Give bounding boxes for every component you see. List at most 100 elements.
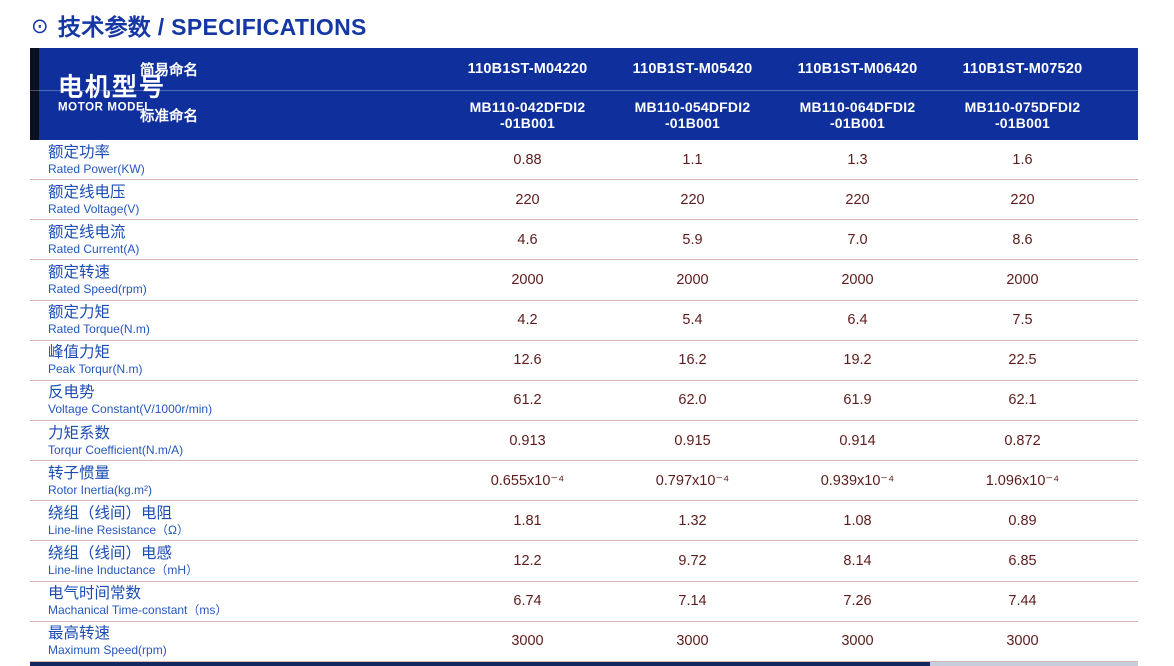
- spec-value: 3000: [841, 633, 874, 650]
- row-label-zh: 电气时间常数: [48, 585, 142, 603]
- column-header-model-1: 110B1ST-M04220: [467, 61, 588, 77]
- header-row-divider: [30, 90, 1138, 91]
- row-label-zh: 转子惯量: [48, 464, 111, 482]
- spec-value: 0.797x10⁻⁴: [655, 472, 730, 489]
- spec-value: 0.939x10⁻⁴: [820, 472, 895, 489]
- spec-value: 0.915: [674, 432, 711, 449]
- spec-value: 0.88: [513, 151, 542, 168]
- row-label-en: Rotor Inertia(kg.m²): [48, 482, 153, 497]
- row-label-en: Rated Torque(N.m): [48, 322, 150, 337]
- spec-value: 4.2: [517, 312, 538, 329]
- page-title-text: 技术参数 / SPECIFICATIONS: [57, 14, 367, 40]
- row-label-en: Rated Current(A): [48, 241, 140, 256]
- table-body: 额定功率 Rated Power(KW) 0.88 1.1 1.3 1.6 额定…: [30, 140, 1138, 662]
- spec-value: 62.1: [1008, 392, 1037, 409]
- row-label-zh: 额定线电流: [48, 223, 126, 241]
- spec-value: 3000: [676, 633, 709, 650]
- row-label-zh: 绕组（线间）电感: [48, 544, 173, 562]
- spec-value: 12.6: [513, 352, 542, 369]
- spec-value: 7.44: [1008, 593, 1037, 610]
- spec-value: 220: [680, 191, 705, 208]
- simple-name-row: 简易命名 110B1ST-M04220 110B1ST-M05420 110B1…: [30, 48, 1138, 90]
- spec-value: 8.6: [1012, 231, 1033, 248]
- row-label-zh: 额定线电压: [48, 183, 126, 201]
- spec-value: 1.81: [513, 512, 542, 529]
- spec-row-line-resistance: 绕组（线间）电阻 Line-line Resistance（Ω） 1.81 1.…: [30, 501, 1138, 542]
- spec-value: 61.9: [843, 392, 872, 409]
- spec-value: 19.2: [843, 352, 872, 369]
- spec-value: 1.3: [847, 151, 868, 168]
- spec-value: 5.4: [682, 312, 703, 329]
- spec-value: 16.2: [678, 352, 707, 369]
- row-label: 力矩系数 Torqur Coefficient(N.m/A): [30, 425, 445, 457]
- column-header-standard-2: MB110-054DFDI2 -01B001: [634, 99, 751, 131]
- row-label: 额定功率 Rated Power(KW): [30, 144, 445, 176]
- spec-value: 7.0: [847, 231, 868, 248]
- row-label-en: Voltage Constant(V/1000r/min): [48, 402, 213, 417]
- column-header-standard-1: MB110-042DFDI2 -01B001: [469, 99, 586, 131]
- spec-row-maximum-speed: 最高转速 Maximum Speed(rpm) 3000 3000 3000 3…: [30, 622, 1138, 662]
- spec-row-line-inductance: 绕组（线间）电感 Line-line Inductance（mH） 12.2 9…: [30, 541, 1138, 582]
- next-section-edge: [30, 661, 1138, 666]
- column-header-model-2: 110B1ST-M05420: [632, 61, 753, 77]
- table-header: 电机型号 MOTOR MODEL 简易命名 110B1ST-M04220 110…: [30, 48, 1138, 140]
- simple-name-label: 简易命名: [140, 62, 198, 79]
- spec-value: 2000: [676, 271, 709, 288]
- spec-row-rated-power: 额定功率 Rated Power(KW) 0.88 1.1 1.3 1.6: [30, 140, 1138, 181]
- header-left-edge-bar: [30, 48, 39, 140]
- row-label-zh: 力矩系数: [48, 424, 111, 442]
- spec-value: 9.72: [678, 552, 707, 569]
- spec-row-time-constant: 电气时间常数 Machanical Time-constant（ms） 6.74…: [30, 582, 1138, 622]
- spec-row-voltage-constant: 反电势 Voltage Constant(V/1000r/min) 61.2 6…: [30, 381, 1138, 421]
- standard-name-row: 标准命名 MB110-042DFDI2 -01B001 MB110-054DFD…: [30, 90, 1138, 140]
- spec-value: 6.85: [1008, 552, 1037, 569]
- spec-value: 1.6: [1012, 151, 1033, 168]
- next-section-edge-light: [930, 661, 1138, 666]
- row-label: 反电势 Voltage Constant(V/1000r/min): [30, 384, 445, 416]
- row-label-en: Rated Voltage(V): [48, 201, 140, 216]
- spec-value: 6.4: [847, 312, 868, 329]
- row-label: 绕组（线间）电阻 Line-line Resistance（Ω）: [30, 505, 445, 537]
- spec-value: 0.913: [509, 432, 546, 449]
- motor-model-zh: 电机型号: [58, 73, 167, 102]
- spec-value: 220: [515, 191, 540, 208]
- spec-value: 5.9: [682, 231, 703, 248]
- spec-value: 1.08: [843, 512, 872, 529]
- column-header-standard-4: MB110-075DFDI2 -01B001: [964, 99, 1081, 131]
- row-label-en: Rated Power(KW): [48, 161, 145, 176]
- spec-value: 2000: [1006, 271, 1039, 288]
- spec-value: 3000: [511, 633, 544, 650]
- page-title: ⊙ 技术参数 / SPECIFICATIONS: [31, 8, 367, 42]
- row-label: 最高转速 Maximum Speed(rpm): [30, 625, 445, 657]
- spec-value: 7.26: [843, 593, 872, 610]
- spec-value: 7.5: [1012, 312, 1033, 329]
- spec-value: 0.89: [1008, 512, 1037, 529]
- row-label-zh: 反电势: [48, 384, 95, 402]
- row-label: 电气时间常数 Machanical Time-constant（ms）: [30, 585, 445, 617]
- spec-value: 8.14: [843, 552, 872, 569]
- spec-value: 0.914: [839, 432, 876, 449]
- row-label-en: Line-line Inductance（mH）: [48, 562, 199, 577]
- row-label-zh: 最高转速: [48, 625, 111, 643]
- spec-value: 220: [845, 191, 870, 208]
- spec-value: 1.32: [678, 512, 707, 529]
- row-label-en: Peak Torqur(N.m): [48, 362, 143, 377]
- spec-value: 3000: [1006, 633, 1039, 650]
- spec-row-rotor-inertia: 转子惯量 Rotor Inertia(kg.m²) 0.655x10⁻⁴ 0.7…: [30, 461, 1138, 502]
- column-header-model-3: 110B1ST-M06420: [797, 61, 918, 77]
- spec-value: 2000: [841, 271, 874, 288]
- column-header-standard-3: MB110-064DFDI2 -01B001: [799, 99, 916, 131]
- row-label-zh: 峰值力矩: [48, 344, 111, 362]
- row-label-en: Torqur Coefficient(N.m/A): [48, 442, 184, 457]
- spec-row-rated-current: 额定线电流 Rated Current(A) 4.6 5.9 7.0 8.6: [30, 220, 1138, 261]
- spec-value: 12.2: [513, 552, 542, 569]
- specifications-table: 电机型号 MOTOR MODEL 简易命名 110B1ST-M04220 110…: [30, 48, 1138, 666]
- spec-value: 7.14: [678, 593, 707, 610]
- row-label: 绕组（线间）电感 Line-line Inductance（mH）: [30, 545, 445, 577]
- spec-row-torque-coefficient: 力矩系数 Torqur Coefficient(N.m/A) 0.913 0.9…: [30, 421, 1138, 462]
- row-label: 峰值力矩 Peak Torqur(N.m): [30, 344, 445, 376]
- row-label-en: Rated Speed(rpm): [48, 281, 147, 296]
- spec-value: 4.6: [517, 231, 538, 248]
- row-label: 额定转速 Rated Speed(rpm): [30, 264, 445, 296]
- row-label-zh: 额定转速: [48, 263, 111, 281]
